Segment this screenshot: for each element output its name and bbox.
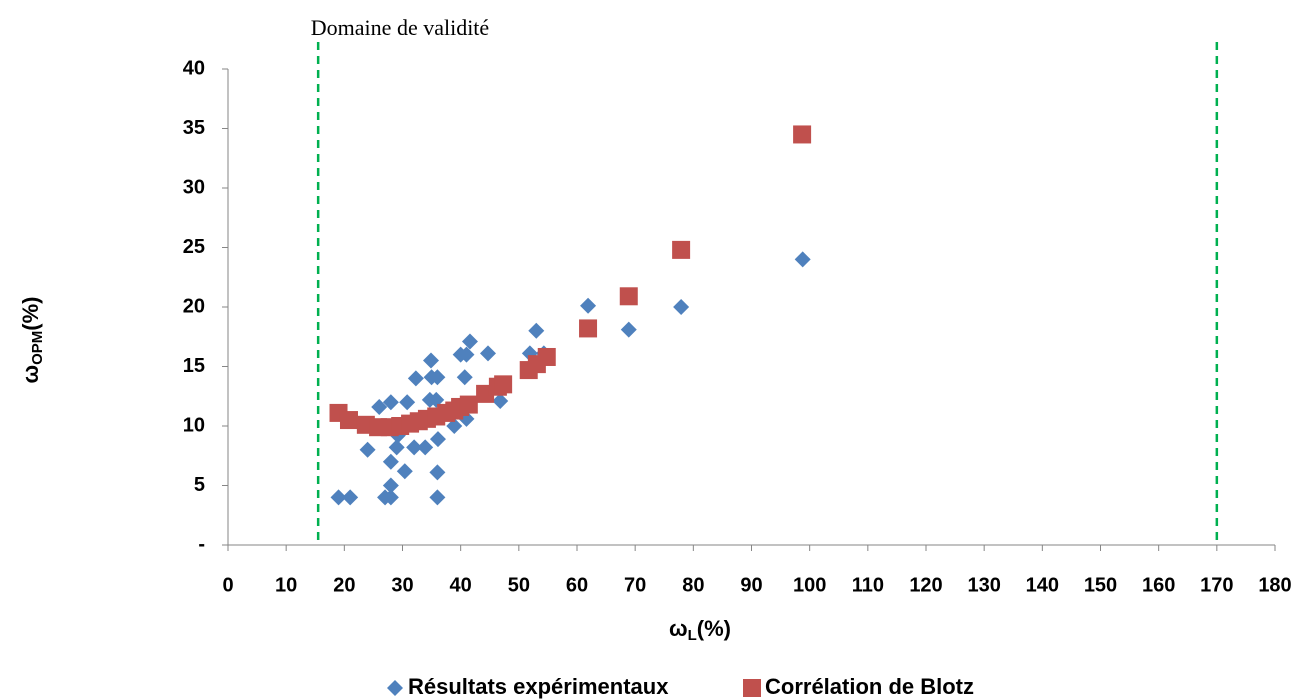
legend-marker bbox=[743, 679, 761, 697]
diamond-marker bbox=[359, 441, 376, 458]
x-tick-label: 170 bbox=[1200, 574, 1233, 596]
diamond-marker bbox=[461, 333, 478, 350]
diamond-marker bbox=[382, 477, 399, 494]
y-tick-label: 10 bbox=[183, 414, 205, 436]
diamond-marker bbox=[371, 398, 388, 415]
x-tick-label: 90 bbox=[740, 574, 762, 596]
square-marker bbox=[579, 319, 598, 338]
square-marker bbox=[793, 125, 812, 144]
legend-label: Corrélation de Blotz bbox=[765, 674, 974, 699]
x-tick-label: 40 bbox=[450, 574, 472, 596]
diamond-marker bbox=[673, 299, 690, 315]
y-tick-label: 15 bbox=[183, 355, 205, 377]
diamond-marker bbox=[429, 369, 446, 386]
diamond-marker bbox=[330, 489, 347, 506]
x-tick-label: 0 bbox=[222, 574, 233, 596]
y-label-tail: (%) bbox=[18, 297, 43, 331]
x-tick-label: 50 bbox=[508, 574, 530, 596]
diamond-marker bbox=[456, 369, 473, 386]
diamond-marker bbox=[423, 352, 440, 369]
x-tick-label: 160 bbox=[1142, 574, 1175, 596]
square-marker bbox=[537, 347, 556, 366]
diamond-marker bbox=[406, 439, 423, 456]
y-tick-label: 40 bbox=[183, 57, 205, 79]
x-label-main: ω bbox=[669, 616, 688, 641]
diamond-marker bbox=[396, 463, 413, 480]
x-tick-label: 100 bbox=[793, 574, 826, 596]
diamond-marker bbox=[417, 439, 434, 456]
square-marker bbox=[459, 395, 478, 414]
diamond-marker bbox=[382, 489, 399, 506]
diamond-marker bbox=[580, 297, 597, 314]
diamond-marker bbox=[446, 418, 463, 434]
diamond-marker bbox=[528, 322, 545, 339]
x-tick-label: 30 bbox=[391, 574, 413, 596]
diamond-marker bbox=[429, 431, 446, 448]
legend-marker bbox=[387, 680, 403, 696]
y-label-main: ω bbox=[18, 365, 43, 384]
y-tick-label: - bbox=[198, 533, 205, 555]
x-tick-label: 130 bbox=[967, 574, 1000, 596]
diamond-marker bbox=[620, 321, 637, 338]
annotation: Domaine de validité bbox=[311, 15, 489, 40]
legend-label: Résultats expérimentaux bbox=[408, 674, 669, 699]
x-label-tail: (%) bbox=[697, 616, 731, 641]
x-tick-label: 140 bbox=[1026, 574, 1059, 596]
diamond-marker bbox=[388, 439, 405, 456]
x-tick-label: 70 bbox=[624, 574, 646, 596]
square-marker bbox=[494, 375, 513, 394]
y-tick-label: 20 bbox=[183, 295, 205, 317]
diamond-marker bbox=[428, 391, 445, 408]
y-tick-label: 35 bbox=[183, 117, 205, 139]
diamond-marker bbox=[429, 464, 446, 481]
diamond-marker bbox=[492, 393, 509, 410]
diamond-marker bbox=[382, 394, 399, 411]
square-marker bbox=[672, 240, 691, 259]
x-tick-label: 110 bbox=[852, 574, 884, 596]
x-tick-label: 20 bbox=[333, 574, 355, 596]
y-label-sub: OPM bbox=[29, 331, 46, 365]
square-marker bbox=[619, 287, 638, 306]
x-tick-label: 80 bbox=[682, 574, 704, 596]
x-label-sub: L bbox=[688, 627, 697, 644]
y-tick-label: 25 bbox=[183, 236, 205, 258]
x-axis-label: ωL(%) bbox=[669, 616, 731, 644]
square-marker bbox=[339, 411, 358, 430]
x-tick-label: 150 bbox=[1084, 574, 1117, 596]
diamond-marker bbox=[399, 394, 416, 411]
y-tick-label: 5 bbox=[194, 474, 205, 496]
x-tick-label: 120 bbox=[909, 574, 942, 596]
diamond-marker bbox=[480, 345, 497, 362]
diamond-marker bbox=[794, 251, 811, 268]
x-tick-label: 60 bbox=[566, 574, 588, 596]
y-tick-label: 30 bbox=[183, 176, 205, 198]
diamond-marker bbox=[429, 489, 446, 506]
x-tick-label: 180 bbox=[1258, 574, 1291, 596]
y-axis-label: ωOPM(%) bbox=[18, 297, 46, 384]
diamond-marker bbox=[382, 453, 399, 470]
diamond-marker bbox=[342, 489, 359, 506]
diamond-marker bbox=[458, 346, 475, 363]
x-tick-label: 10 bbox=[275, 574, 297, 596]
diamond-marker bbox=[407, 370, 424, 387]
